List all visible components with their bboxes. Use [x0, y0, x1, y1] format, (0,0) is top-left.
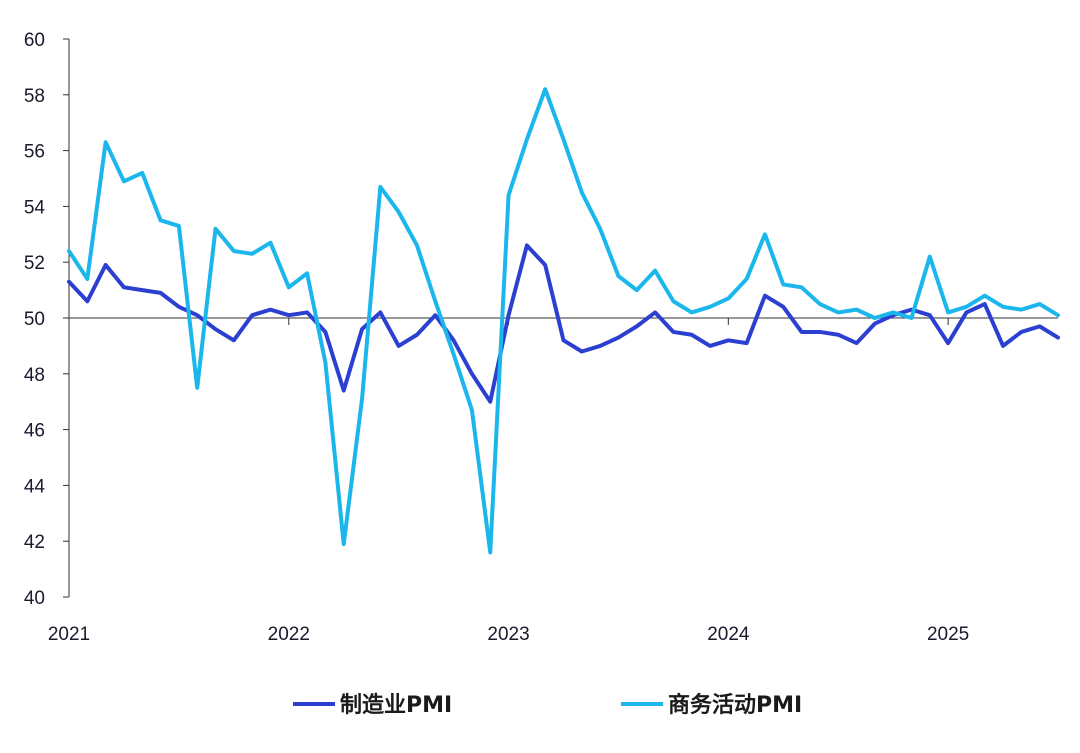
y-tick-label: 40	[24, 588, 45, 609]
y-tick-label: 56	[24, 142, 45, 163]
legend-label-business-activity: 商务活动PMI	[668, 692, 802, 718]
y-tick-label: 42	[24, 532, 45, 553]
y-tick-label: 60	[24, 30, 45, 51]
y-tick-label: 54	[24, 197, 46, 218]
x-tick-label: 2023	[487, 624, 529, 645]
y-axis: 40 42 44 46 48 50 52 54 56 58 60	[24, 30, 70, 609]
series-group	[67, 87, 1060, 555]
series-line-manufacturing	[67, 243, 1060, 404]
y-tick-label: 46	[24, 421, 45, 442]
y-tick-label: 50	[24, 309, 45, 330]
legend-item-business-activity[interactable]: 商务活动PMI	[621, 692, 802, 718]
x-axis: 2021 2022 2023 2024 2025	[48, 317, 1058, 645]
y-tick-label: 48	[24, 365, 45, 386]
series-line-business-activity	[67, 87, 1060, 555]
legend-item-manufacturing[interactable]: 制造业PMI	[293, 693, 452, 718]
x-tick-label: 2021	[48, 624, 90, 645]
x-tick-label: 2024	[707, 624, 750, 645]
legend: 制造业PMI 商务活动PMI	[293, 692, 802, 718]
y-tick-label: 58	[24, 86, 45, 107]
y-tick-label: 44	[24, 476, 46, 497]
x-tick-label: 2025	[927, 624, 969, 645]
x-tick-label: 2022	[268, 624, 310, 645]
legend-label-manufacturing: 制造业PMI	[340, 693, 452, 718]
y-tick-label: 52	[24, 253, 45, 274]
